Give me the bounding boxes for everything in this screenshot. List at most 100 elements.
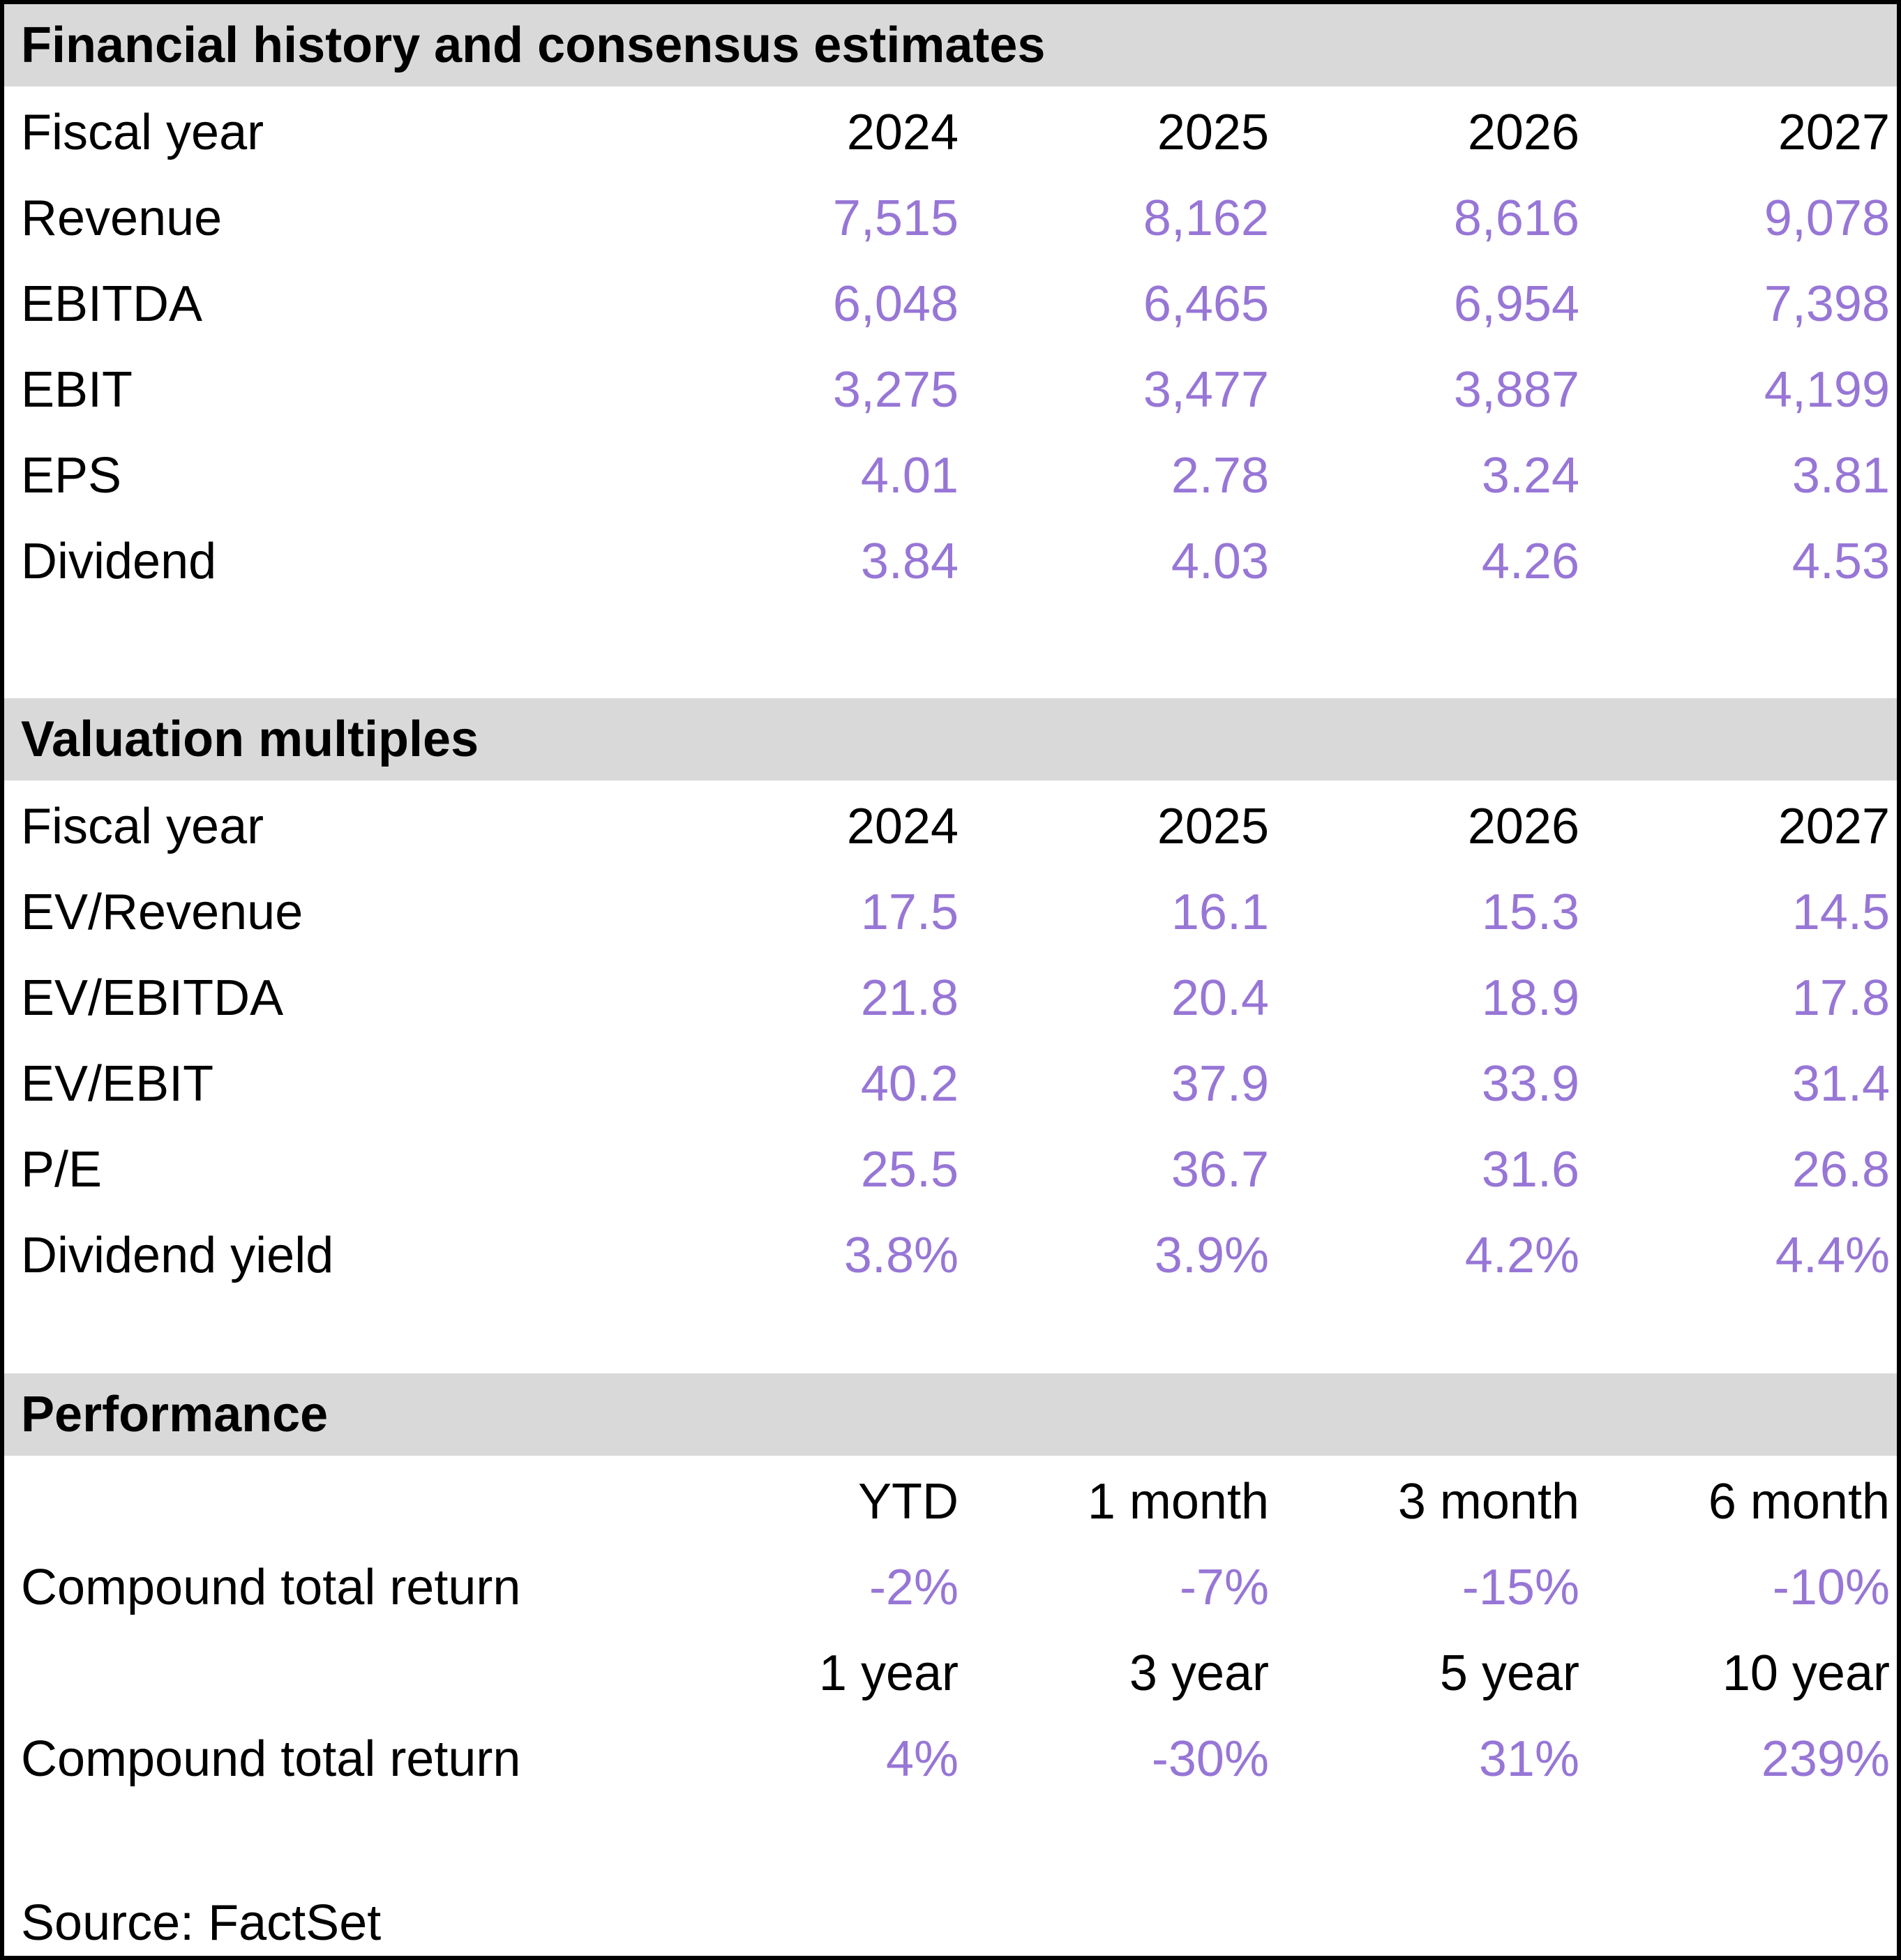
year-column-header: 2026 [1467, 104, 1579, 160]
row-label: EBIT [21, 361, 133, 418]
table-row-period-header-short: YTD 1 month 3 month 6 month [4, 1458, 1897, 1544]
year-column-header: 2025 [1157, 798, 1269, 854]
year-column-header: 2024 [846, 798, 959, 854]
section-title-financial-history: Financial history and consensus estimate… [21, 17, 1046, 73]
year-column-header: 2024 [846, 104, 959, 160]
cell-value: 3.8% [843, 1227, 959, 1283]
cell-value: 26.8 [1791, 1141, 1890, 1198]
period-column-header: YTD [858, 1473, 959, 1530]
cell-value: 3.24 [1481, 447, 1579, 504]
cell-value: 3,477 [1143, 361, 1269, 418]
cell-value: 31.4 [1791, 1055, 1890, 1112]
table-row-pe: P/E 25.5 36.7 31.6 26.8 [4, 1126, 1897, 1212]
cell-value: 9,078 [1764, 190, 1890, 246]
period-column-header: 3 month [1397, 1473, 1579, 1530]
row-label: EV/EBITDA [21, 970, 284, 1026]
row-label: Dividend yield [21, 1227, 334, 1283]
cell-value: 4.03 [1171, 533, 1269, 589]
cell-value: 17.5 [860, 884, 959, 940]
row-label: EV/Revenue [21, 884, 303, 940]
cell-value: 4.26 [1481, 533, 1579, 589]
row-label: P/E [21, 1141, 103, 1198]
cell-value: -7% [1179, 1559, 1269, 1615]
table-row-period-header-long: 1 year 3 year 5 year 10 year [4, 1630, 1897, 1716]
table-row-fiscal-year-header: Fiscal year 2024 2025 2026 2027 [4, 89, 1897, 175]
year-column-header: 2025 [1157, 104, 1269, 160]
cell-value: 4,199 [1764, 361, 1890, 418]
row-label: EPS [21, 447, 122, 504]
cell-value: 4.2% [1464, 1227, 1579, 1283]
row-label: Fiscal year [21, 104, 264, 160]
cell-value: 31.6 [1481, 1141, 1579, 1198]
table-row-ebitda: EBITDA 6,048 6,465 6,954 7,398 [4, 261, 1897, 347]
period-column-header: 3 year [1129, 1645, 1269, 1701]
table-row-ebit: EBIT 3,275 3,477 3,887 4,199 [4, 347, 1897, 432]
footer: Source: FactSet [4, 1880, 1897, 1956]
row-label: EV/EBIT [21, 1055, 214, 1112]
cell-value: 239% [1761, 1731, 1890, 1787]
table-row-dividend: Dividend 3.84 4.03 4.26 4.53 [4, 518, 1897, 604]
cell-value: 6,048 [832, 276, 959, 332]
table-row-ev-ebitda: EV/EBITDA 21.8 20.4 18.9 17.8 [4, 955, 1897, 1041]
cell-value: 20.4 [1171, 970, 1269, 1026]
cell-value: 18.9 [1481, 970, 1579, 1026]
table-row-dividend-yield: Dividend yield 3.8% 3.9% 4.2% 4.4% [4, 1212, 1897, 1298]
cell-value: 6,954 [1453, 276, 1579, 332]
table-row-eps: EPS 4.01 2.78 3.24 3.81 [4, 432, 1897, 518]
year-column-header: 2027 [1778, 798, 1890, 854]
cell-value: 4% [885, 1731, 959, 1787]
cell-value: 3.9% [1154, 1227, 1269, 1283]
cell-value: 3,887 [1453, 361, 1579, 418]
cell-value: 8,616 [1453, 190, 1579, 246]
row-label: Compound total return [21, 1731, 521, 1787]
financial-history-rows: Fiscal year 2024 2025 2026 2027 Revenue … [4, 89, 1897, 604]
table-row-compound-return-short: Compound total return -2% -7% -15% -10% [4, 1544, 1897, 1630]
table-row-ev-ebit: EV/EBIT 40.2 37.9 33.9 31.4 [4, 1041, 1897, 1126]
table-row-fiscal-year-header: Fiscal year 2024 2025 2026 2027 [4, 783, 1897, 869]
valuation-multiples-rows: Fiscal year 2024 2025 2026 2027 EV/Reven… [4, 783, 1897, 1298]
table-row-compound-return-long: Compound total return 4% -30% 31% 239% [4, 1716, 1897, 1802]
section-band-performance: Performance [4, 1373, 1897, 1456]
year-column-header: 2026 [1467, 798, 1579, 854]
cell-value: 25.5 [860, 1141, 959, 1198]
row-label: Dividend [21, 533, 217, 589]
cell-value: 4.4% [1775, 1227, 1890, 1283]
table-row-revenue: Revenue 7,515 8,162 8,616 9,078 [4, 175, 1897, 261]
cell-value: 3,275 [832, 361, 959, 418]
cell-value: -10% [1772, 1559, 1890, 1615]
cell-value: -15% [1462, 1559, 1579, 1615]
section-title-performance: Performance [21, 1387, 329, 1442]
period-column-header: 1 month [1087, 1473, 1269, 1530]
period-column-header: 5 year [1439, 1645, 1579, 1701]
table-row-ev-revenue: EV/Revenue 17.5 16.1 15.3 14.5 [4, 869, 1897, 955]
cell-value: 16.1 [1171, 884, 1269, 940]
performance-rows: YTD 1 month 3 month 6 month Compound tot… [4, 1458, 1897, 1802]
cell-value: 3.84 [860, 533, 959, 589]
cell-value: 7,515 [832, 190, 959, 246]
cell-value: 17.8 [1791, 970, 1890, 1026]
period-column-header: 6 month [1708, 1473, 1890, 1530]
cell-value: 31% [1478, 1731, 1579, 1787]
cell-value: 3.81 [1791, 447, 1890, 504]
row-label: Revenue [21, 190, 223, 246]
year-column-header: 2027 [1778, 104, 1890, 160]
section-band-valuation-multiples: Valuation multiples [4, 698, 1897, 781]
cell-value: 40.2 [860, 1055, 959, 1112]
cell-value: 14.5 [1791, 884, 1890, 940]
source-attribution: Source: FactSet [21, 1894, 382, 1951]
cell-value: 37.9 [1171, 1055, 1269, 1112]
cell-value: 4.01 [860, 447, 959, 504]
row-label: EBITDA [21, 276, 203, 332]
cell-value: 21.8 [860, 970, 959, 1026]
section-band-financial-history: Financial history and consensus estimate… [4, 4, 1897, 86]
row-label: Compound total return [21, 1559, 521, 1615]
cell-value: 7,398 [1764, 276, 1890, 332]
period-column-header: 1 year [818, 1645, 959, 1701]
cell-value: 15.3 [1481, 884, 1579, 940]
row-label: Fiscal year [21, 798, 264, 854]
cell-value: 33.9 [1481, 1055, 1579, 1112]
cell-value: 4.53 [1791, 533, 1890, 589]
cell-value: -30% [1151, 1731, 1269, 1787]
cell-value: -2% [869, 1559, 959, 1615]
